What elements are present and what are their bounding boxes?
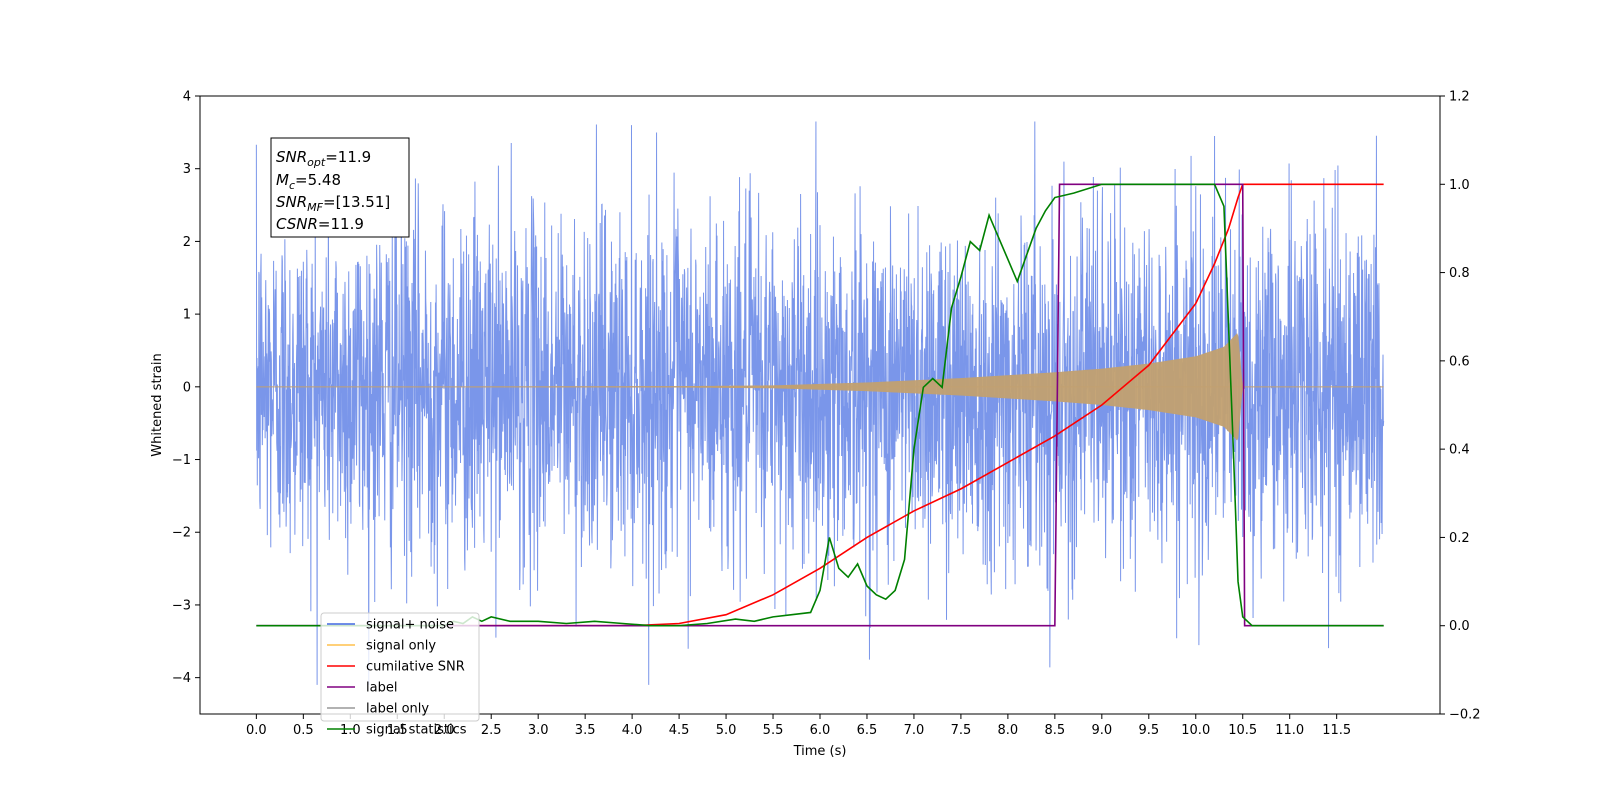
legend: signal+ noise signal only cumilative SNR la… [320,612,480,738]
x-tick-label: 2.0 [434,723,455,738]
info-box-frame [270,137,410,238]
info-chirp-mass: Mc=5.48 [276,171,341,192]
y-right-tick-label: −0.2 [1449,708,1481,723]
info-snr-opt: SNRopt=11.9 [276,148,371,169]
x-tick-label: 9.5 [1138,723,1159,738]
x-tick-label: 3.0 [528,723,549,738]
y-axis-left-label: Whitened strain [150,353,165,456]
y-left-tick-label: −1 [172,453,191,468]
x-tick-label: 4.0 [622,723,643,738]
x-axis: 0.0 0.5 1.0 1.5 2.0 2.5 3.0 3.5 4.0 4.5 5.0 5.5 6.0 6… [246,714,1351,738]
x-tick-label: 5.0 [716,723,737,738]
x-tick-label: 2.5 [481,723,502,738]
x-tick-label: 10.0 [1181,723,1210,738]
series-signal-noise [255,121,1385,685]
y-left-tick-label: 2 [183,235,191,250]
y-left-tick-label: −3 [172,598,191,613]
info-csnr: CSNR=11.9 [276,215,364,233]
legend-frame [320,612,480,722]
y-right-tick-label: 0.2 [1449,531,1470,546]
y-left-tick-label: 3 [183,162,191,177]
x-tick-label: 0.0 [246,723,267,738]
legend-label-cumilative-snr: cumilative SNR [366,660,465,675]
x-tick-label: 3.5 [575,723,596,738]
series-signal-statistics [256,183,1384,627]
plot-area [255,121,1385,685]
x-tick-label: 6.5 [857,723,878,738]
info-box: SNRopt=11.9 Mc=5.48 SNRMF=[13.51] CSNR=1… [270,137,410,238]
info-snr-mf: SNRMF=[13.51] [276,193,390,214]
series-cumilative-snr [444,183,1384,627]
x-tick-label: 8.0 [998,723,1019,738]
y-left-tick-label: −4 [172,671,191,686]
x-tick-label: 1.0 [340,723,361,738]
x-tick-label: 0.5 [293,723,314,738]
x-tick-label: 8.5 [1045,723,1066,738]
x-axis-label: Time (s) [793,744,847,759]
legend-label-label-only: label only [366,702,429,717]
x-tick-label: 10.5 [1228,723,1257,738]
y-right-tick-label: 1.0 [1449,178,1470,193]
x-tick-label: 7.5 [951,723,972,738]
y-axis-left: 4 3 2 1 0 −1 −2 −3 −4 [172,90,200,686]
y-right-tick-label: 1.2 [1449,90,1470,105]
legend-label-signal-statistics: signal statistics [366,723,467,738]
y-left-tick-label: 1 [183,308,191,323]
x-tick-label: 4.5 [669,723,690,738]
x-tick-label: 11.5 [1322,723,1351,738]
y-left-tick-label: −2 [172,526,191,541]
x-tick-label: 5.5 [763,723,784,738]
x-tick-label: 7.0 [904,723,925,738]
y-right-tick-label: 0.8 [1449,266,1470,281]
y-right-tick-label: 0.4 [1449,443,1470,458]
legend-label-signal-only: signal only [366,639,436,654]
x-tick-label: 9.0 [1091,723,1112,738]
x-tick-label: 11.0 [1275,723,1304,738]
legend-label-label: label [366,681,397,696]
legend-label-signal-noise: signal+ noise [366,618,454,633]
x-tick-label: 1.5 [387,723,408,738]
y-right-tick-label: 0.6 [1449,354,1470,369]
y-right-tick-label: 0.0 [1449,619,1470,634]
x-tick-label: 6.0 [810,723,831,738]
y-left-tick-label: 0 [183,380,191,395]
y-left-tick-label: 4 [183,90,191,105]
y-axis-right: 1.2 1.0 0.8 0.6 0.4 0.2 0.0 −0.2 [1440,90,1481,723]
